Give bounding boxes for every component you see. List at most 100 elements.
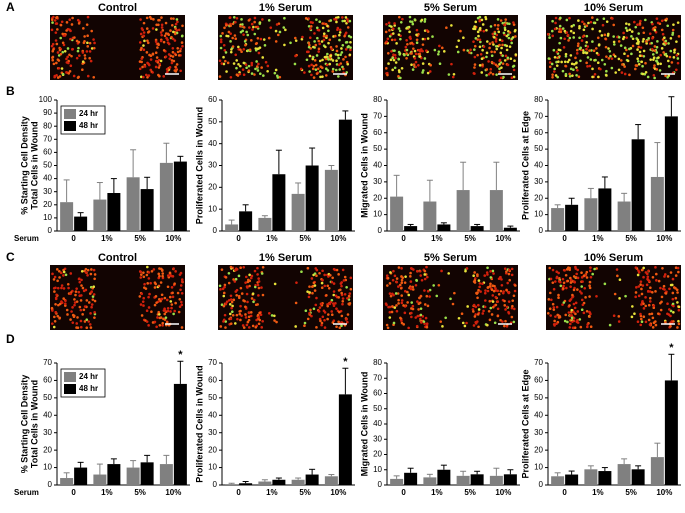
cell bbox=[301, 35, 304, 39]
cell bbox=[437, 283, 441, 287]
cell bbox=[58, 269, 61, 273]
cell bbox=[642, 275, 645, 279]
cell bbox=[585, 24, 589, 27]
cell bbox=[489, 67, 493, 71]
cell bbox=[583, 22, 586, 26]
cell bbox=[628, 47, 631, 51]
cell bbox=[314, 303, 318, 307]
y-tick-label: 20 bbox=[43, 445, 52, 454]
cell bbox=[294, 54, 297, 58]
cell bbox=[624, 26, 628, 30]
cell bbox=[501, 62, 505, 65]
cell bbox=[462, 36, 465, 39]
cell bbox=[655, 59, 658, 63]
cell bbox=[260, 286, 263, 289]
cell bbox=[555, 270, 559, 274]
x-tick-label: 10% bbox=[165, 234, 181, 243]
cell bbox=[588, 284, 591, 288]
cell bbox=[473, 271, 476, 274]
cell bbox=[54, 31, 58, 34]
bar bbox=[324, 169, 338, 231]
y-tick-label: 30 bbox=[43, 187, 52, 196]
cell bbox=[567, 39, 570, 42]
cell bbox=[69, 272, 73, 275]
cell bbox=[162, 75, 166, 78]
cell bbox=[252, 300, 255, 304]
cell bbox=[171, 295, 175, 299]
cell bbox=[157, 297, 161, 301]
cell bbox=[51, 322, 54, 325]
cell bbox=[572, 302, 576, 306]
cell bbox=[90, 290, 93, 294]
cell bbox=[255, 65, 259, 68]
cell bbox=[176, 46, 180, 50]
bar bbox=[565, 204, 579, 231]
bar bbox=[173, 383, 187, 485]
cell bbox=[514, 53, 518, 56]
cell bbox=[229, 298, 233, 301]
cell bbox=[310, 73, 313, 77]
cell bbox=[604, 37, 607, 41]
error-bar bbox=[144, 454, 151, 463]
cell bbox=[338, 28, 342, 32]
cell bbox=[239, 286, 243, 290]
image-title: Control bbox=[98, 2, 137, 14]
cell bbox=[66, 55, 69, 59]
cell bbox=[173, 282, 176, 286]
cell bbox=[669, 314, 672, 318]
cell bbox=[411, 68, 415, 71]
cell bbox=[667, 42, 670, 45]
cell bbox=[255, 318, 258, 322]
cell bbox=[164, 21, 168, 25]
cell bbox=[546, 32, 550, 36]
cell bbox=[229, 50, 233, 54]
x-tick-label: 5% bbox=[299, 234, 311, 243]
cell bbox=[177, 310, 181, 314]
cell bbox=[273, 71, 277, 75]
cell bbox=[671, 291, 675, 295]
cell bbox=[410, 63, 413, 67]
cell bbox=[307, 41, 311, 45]
cell bbox=[405, 39, 408, 42]
cell bbox=[294, 39, 298, 42]
cell bbox=[659, 286, 662, 290]
cell bbox=[307, 17, 310, 20]
cell bbox=[551, 73, 554, 76]
cell bbox=[507, 268, 511, 272]
bar bbox=[225, 484, 239, 485]
cell bbox=[259, 313, 263, 317]
cell bbox=[147, 324, 150, 327]
cell bbox=[504, 18, 508, 21]
cell bbox=[176, 50, 180, 54]
cell bbox=[567, 311, 571, 314]
cell bbox=[489, 276, 493, 279]
cell bbox=[494, 37, 498, 41]
cell bbox=[641, 72, 645, 76]
cell bbox=[486, 266, 489, 270]
cell bbox=[439, 320, 443, 323]
cell bbox=[582, 311, 586, 315]
image-background bbox=[546, 265, 681, 330]
cell bbox=[315, 326, 318, 329]
cell bbox=[91, 295, 95, 298]
cell bbox=[506, 63, 510, 67]
cell bbox=[564, 313, 568, 317]
cell bbox=[93, 277, 96, 281]
error-bar bbox=[635, 465, 642, 470]
error-bar bbox=[96, 182, 103, 200]
cell bbox=[341, 302, 344, 306]
cell bbox=[256, 37, 260, 40]
image-title: 5% Serum bbox=[424, 252, 477, 264]
cell bbox=[86, 41, 89, 45]
cell bbox=[55, 268, 59, 271]
cell bbox=[322, 309, 326, 313]
cell bbox=[92, 285, 96, 289]
cell bbox=[661, 32, 665, 36]
cell bbox=[595, 294, 598, 298]
cell bbox=[571, 74, 574, 77]
cell bbox=[170, 61, 174, 65]
cell bbox=[639, 323, 643, 327]
cell bbox=[648, 312, 651, 316]
cell bbox=[479, 52, 483, 56]
y-tick-label: 50 bbox=[373, 144, 382, 153]
